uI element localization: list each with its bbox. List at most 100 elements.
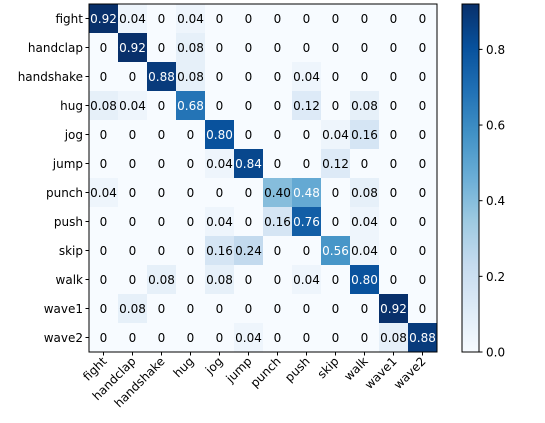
heatmap-cell [118,236,148,266]
cell-value-label: 0.04 [351,215,378,229]
cell-value-label: 0 [187,215,195,229]
heatmap-cell [118,149,148,179]
heatmap-cell [350,4,380,34]
heatmap-cell [408,149,438,179]
cell-value-label: 0 [100,70,108,84]
heatmap-cell [263,33,293,63]
heatmap-cell [263,294,293,324]
heatmap-cell [176,178,206,208]
heatmap-cell [292,33,322,63]
heatmap-cell [408,33,438,63]
heatmap-cell [205,91,235,121]
cell-value-label: 0.84 [235,157,262,171]
cell-value-label: 0 [390,99,398,113]
heatmap-cell [147,323,177,353]
heatmap-cell [292,91,322,121]
heatmap-cell [350,294,380,324]
cell-value-label: 0.08 [351,99,378,113]
heatmap-cell [379,265,409,295]
heatmap-cell [147,149,177,179]
heatmap-cell [118,294,148,324]
heatmap-cell [292,4,322,34]
cell-value-label: 0 [361,41,369,55]
heatmap-cell [234,265,264,295]
heatmap-cell [321,91,351,121]
cell-value-label: 0 [303,12,311,26]
cell-value-label: 0 [100,302,108,316]
heatmap-cell [89,178,119,208]
heatmap-cell [89,91,119,121]
heatmap-cell [147,294,177,324]
cell-value-label: 0 [419,157,427,171]
cell-value-label: 0 [274,128,282,142]
cell-value-label: 0.04 [206,215,233,229]
heatmap-cell [408,91,438,121]
y-tick-label: hug [60,99,83,113]
cell-value-label: 0.68 [177,99,204,113]
heatmap-cell [321,62,351,92]
heatmap-cell [408,4,438,34]
heatmap-cell [321,178,351,208]
heatmap-cell [205,207,235,237]
heatmap-cell [292,120,322,150]
heatmap-cell [263,265,293,295]
cell-value-label: 0 [100,331,108,345]
y-tick-label: fight [56,12,84,26]
heatmap-cell [176,149,206,179]
colorbar-tick-label: 0.6 [486,119,505,133]
cell-value-label: 0.04 [293,70,320,84]
cell-value-label: 0 [303,331,311,345]
heatmap-cell [321,4,351,34]
heatmap-cell [350,62,380,92]
heatmap-cell [292,236,322,266]
heatmap-cell [408,178,438,208]
cell-value-label: 0.04 [119,99,146,113]
cell-value-label: 0 [390,157,398,171]
heatmap-cell [234,91,264,121]
y-tick-label: handclap [28,41,83,55]
x-tick-label: punch [248,354,284,390]
heatmap-cell [205,265,235,295]
cell-value-label: 0.16 [264,215,291,229]
cell-value-label: 0.92 [380,302,407,316]
heatmap-cell [234,120,264,150]
x-tick-label: hug [171,354,197,380]
cell-value-label: 0 [129,273,137,287]
cell-value-label: 0 [332,273,340,287]
cell-value-label: 0 [274,273,282,287]
heatmap-cell [89,149,119,179]
heatmap-cell [176,207,206,237]
cell-value-label: 0 [158,244,166,258]
cell-value-label: 0 [216,70,224,84]
heatmap-cell [89,236,119,266]
heatmap-cell [89,4,119,34]
cell-value-label: 0 [361,302,369,316]
heatmap-cell [205,236,235,266]
cell-value-label: 0.24 [235,244,262,258]
heatmap-cell [263,149,293,179]
heatmap-cell [263,236,293,266]
heatmap-cell [234,4,264,34]
cell-value-label: 0 [216,41,224,55]
cell-value-label: 0 [274,12,282,26]
heatmap-cell [234,62,264,92]
cell-value-label: 0.76 [293,215,320,229]
cell-value-label: 0.08 [380,331,407,345]
heatmap-cell [350,91,380,121]
x-tick-label: jog [202,354,226,378]
cell-value-label: 0 [419,41,427,55]
cell-value-label: 0 [158,12,166,26]
cell-value-label: 0 [158,331,166,345]
cell-value-label: 0 [216,302,224,316]
cell-value-label: 0 [332,186,340,200]
heatmap-cell [408,236,438,266]
cell-value-label: 0.56 [322,244,349,258]
y-tick-label: skip [59,244,83,258]
heatmap-cell [263,62,293,92]
cell-value-label: 0 [361,157,369,171]
colorbar-tick-label: 0.8 [486,43,505,57]
heatmap-cell [176,294,206,324]
cell-value-label: 0.92 [90,12,117,26]
cell-value-label: 0 [245,273,253,287]
